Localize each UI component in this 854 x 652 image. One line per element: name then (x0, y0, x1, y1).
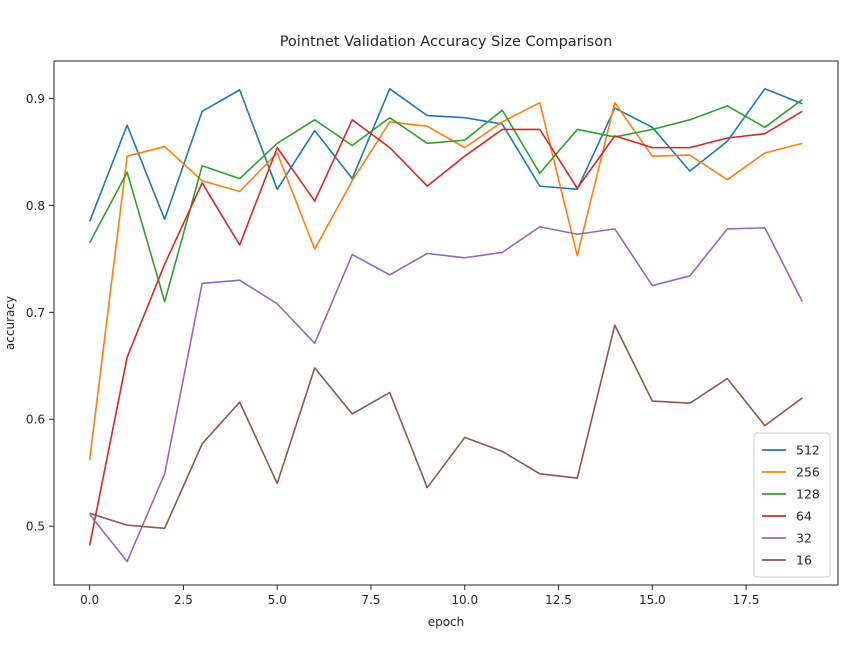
series-line-256 (88, 101, 803, 460)
x-axis-label: epoch (428, 615, 465, 629)
legend-entry-16: 16 (796, 553, 812, 568)
y-tick-label: 0.8 (26, 199, 45, 213)
series-line-512 (88, 88, 803, 222)
legend-entry-512: 512 (796, 443, 820, 458)
x-tick-label: 15.0 (639, 593, 666, 607)
y-axis: 0.5 0.6 0.7 0.8 0.9 (26, 92, 54, 534)
x-axis: 0.0 2.5 5.0 7.5 10.0 12.5 15.0 17.5 (80, 585, 759, 607)
y-axis-label: accuracy (3, 296, 17, 350)
x-tick-label: 12.5 (545, 593, 572, 607)
x-tick-label: 10.0 (451, 593, 478, 607)
series-line-64 (88, 110, 803, 546)
legend-box (753, 432, 831, 578)
x-tick-label: 17.5 (733, 593, 760, 607)
legend: 512 256 128 64 32 16 (753, 432, 831, 578)
series-line-16 (89, 324, 803, 530)
legend-entry-128: 128 (796, 487, 820, 502)
x-tick-label: 2.5 (174, 593, 193, 607)
x-tick-label: 7.5 (361, 593, 380, 607)
series-line-128 (88, 98, 803, 303)
y-tick-label: 0.6 (26, 413, 45, 427)
y-tick-label: 0.5 (26, 520, 45, 534)
series-lines (88, 88, 804, 563)
y-tick-label: 0.7 (26, 306, 45, 320)
legend-entry-256: 256 (796, 465, 820, 480)
series-line-32 (89, 225, 804, 563)
x-tick-label: 0.0 (80, 593, 99, 607)
plot-frame (53, 60, 839, 586)
legend-entry-32: 32 (796, 531, 812, 546)
x-tick-label: 5.0 (268, 593, 287, 607)
legend-entry-64: 64 (796, 509, 812, 524)
chart-title: Pointnet Validation Accuracy Size Compar… (280, 34, 613, 50)
y-tick-label: 0.9 (26, 92, 45, 106)
